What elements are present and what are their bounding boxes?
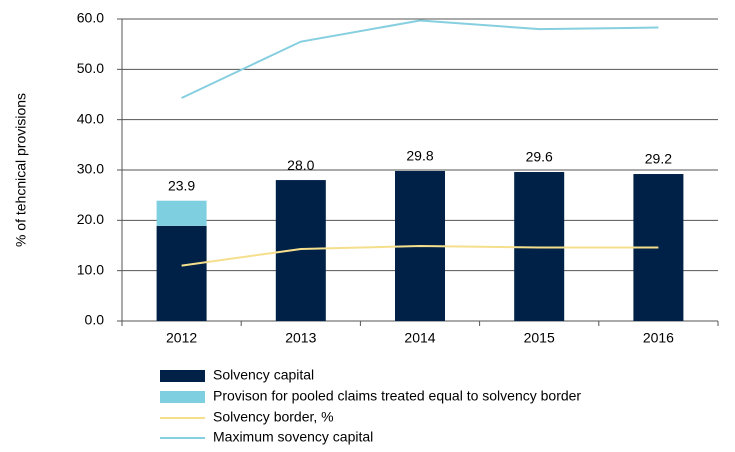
x-tick-label: 2016 — [643, 330, 674, 346]
data-label: 29.2 — [645, 151, 672, 167]
legend-swatch — [160, 391, 205, 403]
legend-label: Solvency border, % — [213, 409, 334, 425]
y-tick-label: 10.0 — [77, 261, 104, 277]
legend-label: Maximum sovency capital — [213, 429, 373, 445]
data-label: 29.8 — [406, 148, 433, 164]
legend-swatch — [160, 370, 205, 382]
x-tick-label: 2013 — [285, 330, 316, 346]
bar — [156, 200, 207, 226]
y-tick-label: 50.0 — [77, 60, 104, 76]
x-tick-label: 2014 — [404, 330, 435, 346]
y-tick-label: 30.0 — [77, 161, 104, 177]
y-axis-label: % of tehcnical provisions — [13, 93, 29, 247]
legend-label: Provison for pooled claims treated equal… — [213, 388, 581, 404]
legend-label: Solvency capital — [213, 367, 314, 383]
x-tick-label: 2012 — [166, 330, 197, 346]
bar — [156, 225, 207, 321]
y-tick-label: 20.0 — [77, 211, 104, 227]
data-label: 28.0 — [287, 157, 314, 173]
x-tick-label: 2015 — [524, 330, 555, 346]
line — [181, 245, 659, 267]
y-tick-label: 0.0 — [85, 312, 105, 328]
y-tick-label: 60.0 — [77, 10, 104, 26]
data-label: 29.6 — [526, 149, 553, 165]
data-label: 23.9 — [168, 177, 195, 193]
line — [181, 19, 659, 99]
y-tick-label: 40.0 — [77, 110, 104, 126]
